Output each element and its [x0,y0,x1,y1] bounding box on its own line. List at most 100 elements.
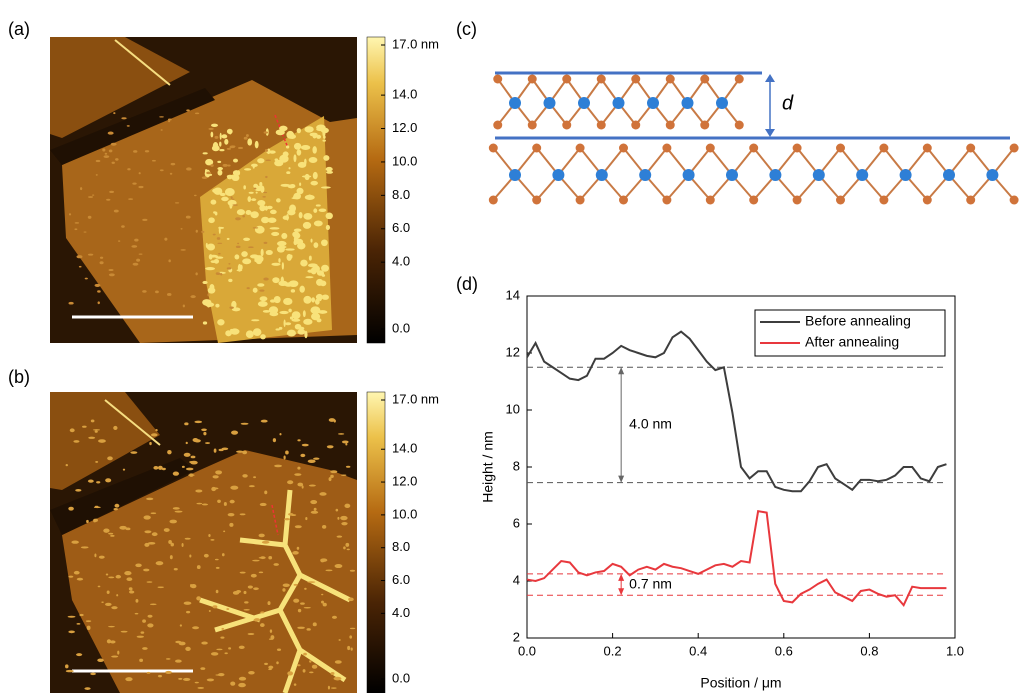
x-tick-label: 0.2 [604,643,622,658]
annotation-label: 4.0 nm [629,416,672,432]
texture [88,479,94,482]
texture [244,591,247,594]
texture [208,217,215,223]
texture [115,504,120,508]
texture [279,311,288,314]
texture [271,232,279,236]
atom [576,144,585,153]
texture [194,439,201,442]
atom [619,144,628,153]
texture [351,648,353,651]
texture [248,633,255,635]
texture [97,290,101,292]
texture [139,659,143,662]
colorbar-tick-label: 6.0 [392,220,410,235]
texture [232,175,240,182]
texture [288,309,291,313]
texture [99,556,105,559]
texture [332,616,337,619]
colorbar-tick-label: 10.0 [392,153,417,168]
texture [291,289,295,293]
atom [596,169,608,181]
texture [313,134,317,139]
texture [152,532,158,536]
texture [175,660,182,663]
atom [879,196,888,205]
texture [151,512,157,514]
texture [200,667,205,670]
texture [268,666,273,669]
texture [281,276,284,283]
texture [230,682,235,686]
texture [114,210,119,213]
texture [276,661,279,664]
texture [79,266,82,268]
texture [135,563,141,567]
atom [749,196,758,205]
texture [250,254,259,258]
texture [260,296,268,301]
texture [151,433,158,436]
atom [666,75,675,84]
texture [88,216,92,219]
texture [294,473,301,476]
texture [229,306,233,308]
atom [631,75,640,84]
texture [127,168,130,170]
texture [81,546,89,548]
texture [189,461,194,463]
texture [283,584,290,587]
texture [96,174,98,176]
texture [139,172,141,174]
texture [243,185,246,189]
colorbar-tick-label: 0.0 [392,670,410,685]
texture [117,651,119,655]
texture [285,322,291,325]
texture [220,273,222,276]
texture [186,216,191,219]
texture [232,204,237,206]
atom [509,97,521,109]
texture [68,576,73,578]
texture [220,636,224,638]
texture [170,173,172,175]
texture [88,437,95,439]
atom [769,169,781,181]
texture [322,139,325,141]
texture [92,195,94,196]
texture [183,678,190,681]
texture [326,225,330,230]
texture [141,631,145,633]
texture [111,606,117,609]
texture [192,626,199,629]
texture [223,164,228,167]
texture [98,586,101,588]
panel-label: (a) [8,19,30,39]
texture [105,603,112,606]
texture [248,671,255,674]
texture [217,170,222,176]
texture [253,165,255,168]
texture [294,143,301,150]
texture [144,543,149,547]
texture [253,227,259,228]
texture [297,329,305,335]
texture [321,239,328,246]
texture [119,526,126,530]
texture [336,509,339,512]
texture [338,639,340,641]
texture [256,192,258,194]
atom [726,169,738,181]
texture [292,551,299,555]
texture [314,508,317,511]
texture [273,438,276,442]
x-tick-label: 0.8 [860,643,878,658]
texture [294,228,302,231]
x-tick-label: 0.0 [518,643,536,658]
texture [236,590,241,593]
texture [160,169,164,171]
afm-image [50,392,357,693]
texture [252,560,259,562]
texture [201,642,208,645]
atom [943,169,955,181]
